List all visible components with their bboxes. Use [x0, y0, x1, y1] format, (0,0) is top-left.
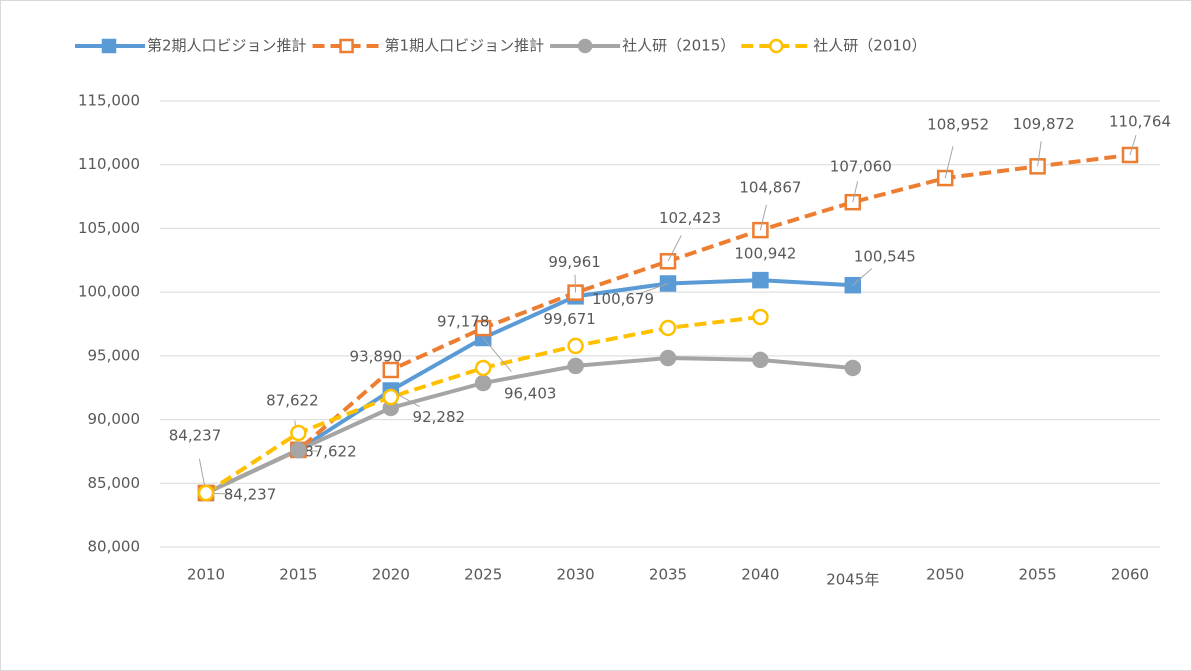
leader-line — [667, 235, 682, 262]
data-label: 97,178 — [437, 313, 490, 331]
data-label: 84,237 — [224, 486, 277, 504]
legend-marker — [577, 38, 593, 54]
marker — [290, 424, 307, 442]
marker — [752, 351, 769, 369]
marker — [752, 308, 769, 326]
leader-line — [574, 274, 577, 293]
x-tick-label: 2060 — [1111, 566, 1149, 584]
legend-label: 社人研（2010） — [813, 37, 926, 55]
legend-marker — [769, 38, 784, 54]
marker — [382, 361, 400, 379]
x-tick-label: 2045年 — [826, 571, 879, 589]
y-tick-label: 80,000 — [88, 538, 141, 556]
legend-label: 第1期人口ビジョン推計 — [385, 37, 545, 55]
data-label: 87,622 — [266, 391, 319, 409]
y-tick-label: 90,000 — [88, 410, 141, 428]
leader-line — [852, 268, 873, 286]
marker — [474, 359, 492, 377]
leader-line — [944, 146, 954, 179]
legend-label: 社人研（2015） — [622, 37, 735, 55]
x-tick-label: 2055 — [1019, 566, 1057, 584]
marker — [197, 484, 215, 502]
marker — [659, 319, 677, 337]
x-tick-label: 2010 — [187, 566, 225, 584]
data-label: 110,764 — [1109, 112, 1171, 130]
x-tick-label: 2025 — [464, 566, 502, 584]
leader-line — [1129, 135, 1137, 156]
x-tick-label: 2020 — [372, 566, 410, 584]
marker — [382, 388, 400, 406]
data-label: 100,679 — [592, 290, 654, 308]
data-label: 102,423 — [659, 209, 721, 227]
leader-line — [852, 181, 859, 203]
marker — [474, 319, 492, 337]
legend-label: 第2期人口ビジョン推計 — [147, 37, 307, 55]
data-label: 100,942 — [734, 245, 796, 263]
leader-line — [759, 204, 767, 231]
y-tick-label: 95,000 — [88, 346, 141, 364]
data-label: 100,545 — [854, 248, 916, 266]
x-tick-label: 2050 — [926, 566, 964, 584]
data-label: 99,671 — [543, 310, 596, 328]
data-label: 108,952 — [927, 116, 989, 134]
marker — [474, 374, 492, 392]
data-label: 99,961 — [548, 253, 601, 271]
y-tick-label: 110,000 — [78, 155, 140, 173]
y-tick-label: 85,000 — [88, 474, 141, 492]
x-tick-label: 2035 — [649, 566, 687, 584]
marker — [844, 359, 862, 377]
leader-line — [1037, 141, 1042, 167]
series-line — [205, 356, 853, 495]
series-line — [205, 278, 853, 495]
legend-marker — [101, 38, 117, 54]
x-tick-label: 2015 — [279, 566, 317, 584]
marker — [752, 271, 769, 289]
marker — [290, 441, 307, 459]
leader-line — [482, 337, 512, 372]
data-label: 93,890 — [350, 348, 403, 366]
data-label: 107,060 — [830, 158, 892, 176]
data-label: 96,403 — [504, 384, 557, 402]
data-label: 84,237 — [169, 427, 222, 445]
y-tick-label: 105,000 — [78, 219, 140, 237]
data-label: 109,872 — [1013, 115, 1075, 133]
legend-marker — [339, 38, 354, 54]
data-label: 104,867 — [739, 179, 801, 197]
y-tick-label: 100,000 — [78, 283, 140, 301]
data-label: 92,282 — [413, 408, 466, 426]
data-label: 87,622 — [304, 442, 357, 460]
marker — [567, 337, 584, 355]
x-tick-label: 2040 — [741, 566, 779, 584]
marker — [659, 349, 677, 367]
x-tick-label: 2030 — [557, 566, 595, 584]
marker — [567, 357, 584, 375]
y-tick-label: 115,000 — [78, 92, 140, 110]
leader-line — [640, 283, 669, 294]
